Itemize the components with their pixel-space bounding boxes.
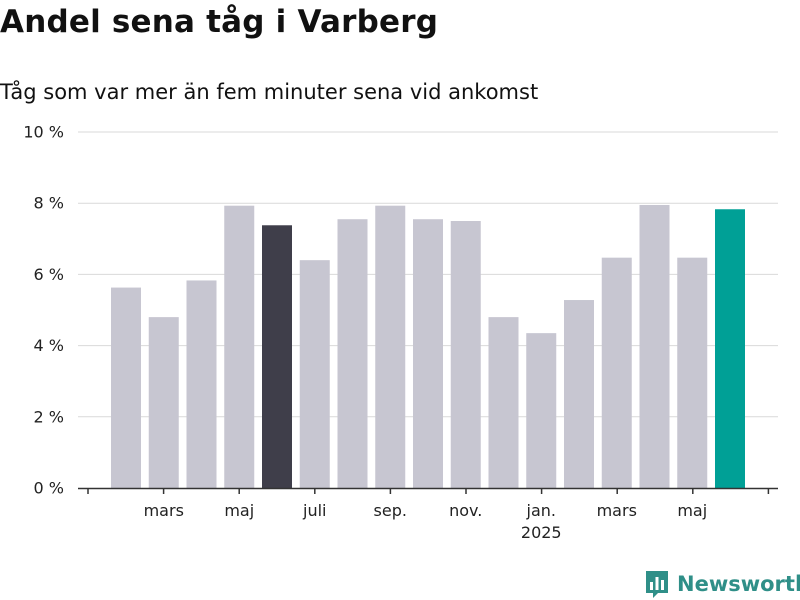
brand-name: Newsworthy bbox=[677, 572, 800, 596]
y-tick-label: 2 % bbox=[34, 407, 64, 426]
bar bbox=[299, 260, 330, 488]
bar bbox=[224, 205, 255, 488]
bar bbox=[375, 205, 406, 488]
x-tick-label: jan. bbox=[526, 501, 556, 520]
y-tick-label: 6 % bbox=[34, 265, 64, 284]
bar-chart: 0 % 2 % 4 % 6 % 8 % 10 % mars maj juli sep. nov. j… bbox=[23, 123, 778, 542]
bar bbox=[262, 225, 292, 488]
x-axis: mars maj juli sep. nov. jan. 2025 mars maj bbox=[78, 487, 778, 542]
bar bbox=[526, 333, 557, 488]
bar bbox=[564, 300, 594, 488]
y-tick-label: 10 % bbox=[23, 123, 64, 142]
bar bbox=[601, 257, 632, 488]
y-axis-ticks: 0 % 2 % 4 % 6 % 8 % 10 % bbox=[23, 123, 64, 498]
x-tick-label: nov. bbox=[449, 501, 482, 520]
bar bbox=[677, 257, 708, 488]
bar bbox=[337, 219, 368, 488]
bar bbox=[639, 204, 670, 488]
bars bbox=[111, 204, 745, 488]
x-tick-label: mars bbox=[597, 501, 637, 520]
y-tick-label: 0 % bbox=[34, 479, 64, 498]
bar bbox=[450, 221, 481, 488]
x-tick-label: mars bbox=[144, 501, 184, 520]
bar bbox=[148, 317, 179, 488]
bar bbox=[111, 287, 141, 488]
x-tick-label: juli bbox=[302, 501, 326, 520]
newsworthy-logo: Newsworthy bbox=[644, 569, 800, 599]
x-tick-label: maj bbox=[677, 501, 707, 520]
chart-title: Andel sena tåg i Varberg bbox=[0, 4, 439, 40]
x-tick-year-label: 2025 bbox=[521, 523, 562, 542]
bar bbox=[413, 219, 443, 488]
bar bbox=[186, 280, 217, 488]
x-tick-label: sep. bbox=[374, 501, 407, 520]
y-tick-label: 4 % bbox=[34, 336, 64, 355]
newsworthy-logo-icon bbox=[646, 571, 668, 598]
chart-subtitle: Tåg som var mer än fem minuter sena vid … bbox=[0, 80, 539, 104]
bar bbox=[715, 209, 745, 488]
y-tick-label: 8 % bbox=[34, 194, 64, 213]
bar bbox=[488, 317, 519, 488]
x-tick-label: maj bbox=[224, 501, 254, 520]
